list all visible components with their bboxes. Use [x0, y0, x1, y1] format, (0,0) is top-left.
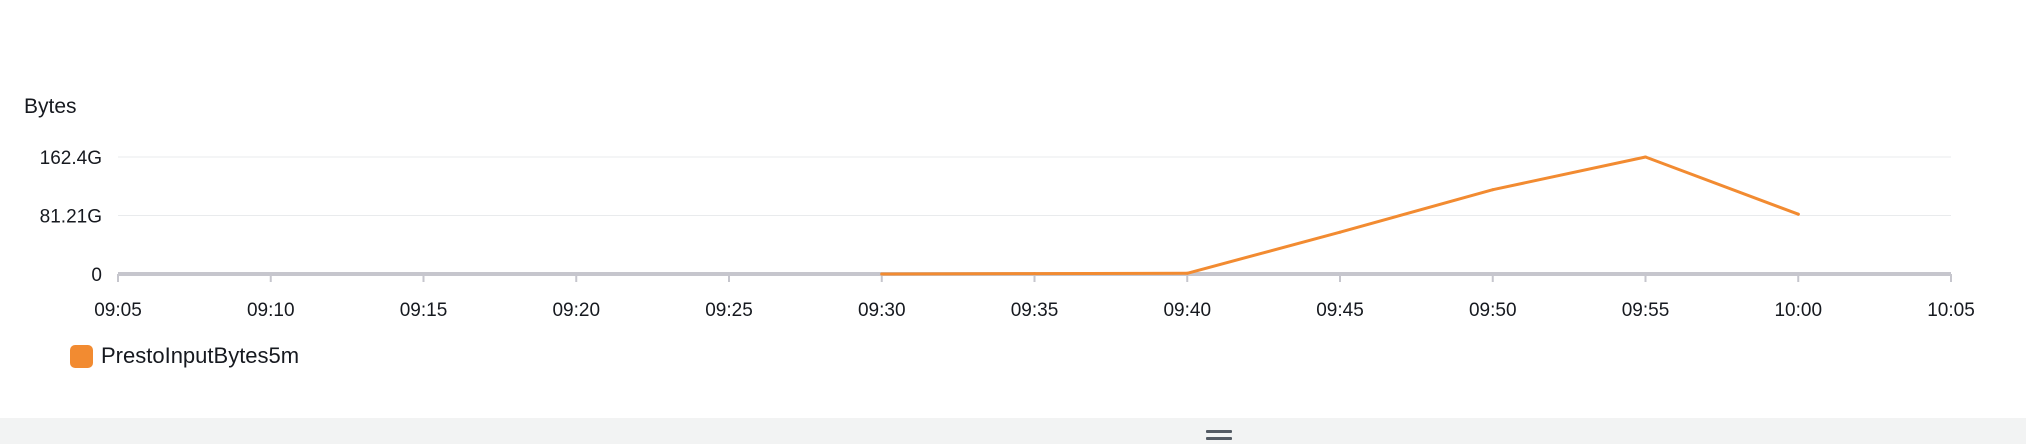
legend-item-series-0[interactable]: PrestoInputBytes5m: [70, 343, 299, 369]
x-tick-label: 09:25: [705, 300, 753, 321]
x-axis: 09:05 09:10 09:15 09:20 09:25 09:30 09:35 09:40…: [94, 272, 1975, 321]
x-tick-label: 09:45: [1316, 300, 1364, 321]
x-tick-label: 10:00: [1774, 300, 1822, 321]
y-axis-ticks: 0 81.21G 162.4G: [40, 148, 102, 286]
x-tick-label: 09:40: [1163, 300, 1211, 321]
data-point: [1644, 155, 1647, 159]
x-tick-label: 09:20: [552, 300, 600, 321]
data-point: [1338, 230, 1342, 234]
data-point: [1185, 271, 1189, 275]
resize-handle-icon[interactable]: [1206, 430, 1232, 444]
data-point: [1033, 272, 1036, 276]
x-tick-label: 09:30: [858, 300, 906, 321]
x-tick-label: 09:15: [400, 300, 448, 321]
y-axis-label: Bytes: [24, 95, 77, 118]
data-point: [1796, 212, 1800, 216]
x-tick-label: 10:05: [1927, 300, 1975, 321]
panel-footer: [0, 418, 2026, 444]
x-tick-label: 09:50: [1469, 300, 1517, 321]
data-point: [880, 272, 884, 276]
line-chart: Bytes 0 81.21G 162.4G 09:05 09:10 09:15 09:20…: [24, 95, 1975, 321]
legend-swatch: [70, 344, 93, 368]
legend-label: PrestoInputBytes5m: [101, 343, 300, 368]
y-tick-label: 162.4G: [40, 148, 102, 169]
x-tick-label: 09:35: [1011, 300, 1059, 321]
series-lines: [880, 155, 1800, 276]
y-tick-label: 0: [91, 265, 102, 286]
x-tick-label: 09:05: [94, 300, 142, 321]
x-tick-label: 09:55: [1622, 300, 1670, 321]
x-tick-label: 09:10: [247, 300, 295, 321]
y-tick-label: 81.21G: [40, 206, 102, 227]
data-point: [1491, 188, 1495, 192]
grid-lines: [118, 156, 1951, 216]
